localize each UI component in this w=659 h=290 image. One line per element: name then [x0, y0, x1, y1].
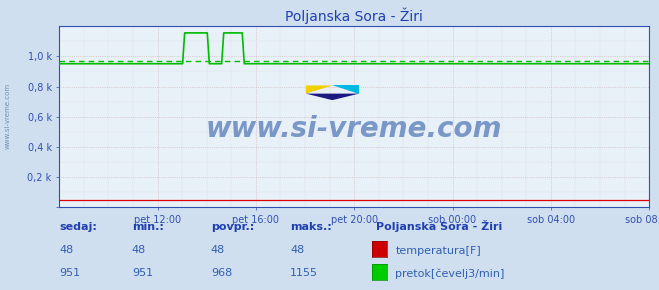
Text: 1155: 1155: [290, 269, 318, 278]
Polygon shape: [306, 86, 332, 94]
Text: min.:: min.:: [132, 222, 163, 232]
Text: pretok[čevelj3/min]: pretok[čevelj3/min]: [395, 269, 505, 279]
Text: temperatura[F]: temperatura[F]: [395, 246, 481, 256]
Text: www.si-vreme.com: www.si-vreme.com: [206, 115, 502, 144]
Polygon shape: [332, 86, 359, 94]
Text: 968: 968: [211, 269, 232, 278]
Text: 951: 951: [59, 269, 80, 278]
Text: 48: 48: [211, 245, 225, 255]
Text: maks.:: maks.:: [290, 222, 331, 232]
Text: Poljanska Sora - Žiri: Poljanska Sora - Žiri: [376, 220, 502, 232]
Text: 48: 48: [290, 245, 304, 255]
Text: www.si-vreme.com: www.si-vreme.com: [5, 83, 11, 149]
Text: povpr.:: povpr.:: [211, 222, 254, 232]
Title: Poljanska Sora - Žiri: Poljanska Sora - Žiri: [285, 7, 423, 23]
Text: 951: 951: [132, 269, 153, 278]
Text: 48: 48: [59, 245, 74, 255]
Polygon shape: [306, 94, 359, 100]
Text: sedaj:: sedaj:: [59, 222, 97, 232]
Text: 48: 48: [132, 245, 146, 255]
